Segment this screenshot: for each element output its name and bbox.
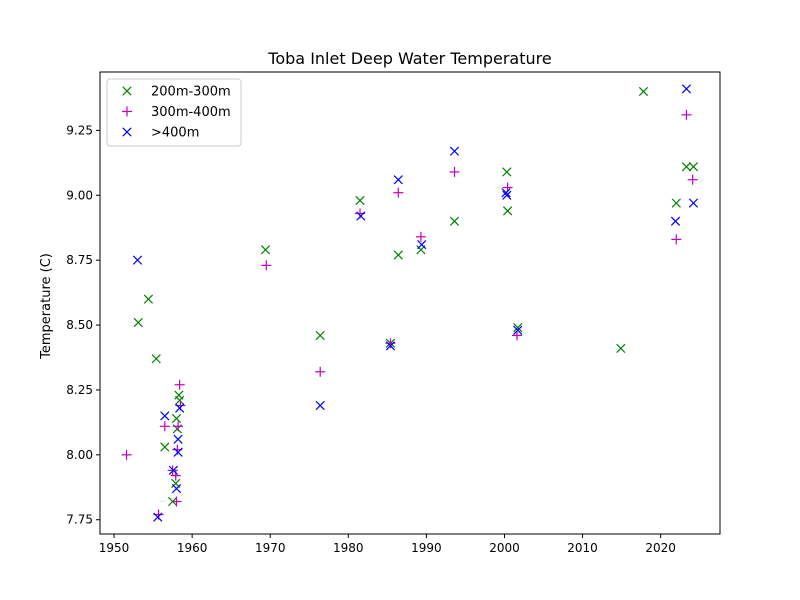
data-point (513, 323, 523, 333)
data-point (151, 354, 161, 364)
data-point (168, 465, 179, 476)
data-point (513, 325, 523, 335)
data-point (355, 195, 365, 206)
data-point (160, 442, 170, 452)
y-tick-label: 8.25 (66, 383, 93, 397)
data-point (356, 211, 366, 221)
data-point (415, 231, 426, 242)
data-point (174, 379, 185, 390)
y-tick-label: 8.00 (66, 448, 93, 462)
legend-marker (122, 86, 132, 96)
y-tick-label: 9.00 (66, 188, 93, 202)
legend-marker (122, 127, 132, 137)
data-point (638, 86, 649, 97)
axes-frame (99, 71, 721, 535)
x-tick-label: 1960 (177, 541, 208, 555)
data-point (393, 250, 403, 260)
y-axis-label: Temperature (C) (39, 253, 54, 360)
data-point (502, 190, 512, 200)
series-300m-400m (121, 109, 698, 520)
data-point (315, 366, 326, 377)
data-point (671, 198, 681, 208)
data-point (393, 187, 404, 198)
data-point (143, 294, 154, 304)
data-point (681, 109, 692, 120)
data-point (160, 411, 170, 421)
legend-label: 300m-400m (151, 105, 231, 120)
data-point (449, 146, 460, 156)
chart-title: Toba Inlet Deep Water Temperature (267, 49, 551, 68)
series-400m (132, 84, 699, 522)
x-tick-label: 2000 (489, 541, 520, 555)
data-point (688, 162, 699, 172)
data-point (171, 496, 182, 507)
legend: 200m-300m 300m-400m >400m (106, 78, 242, 147)
data-point (175, 395, 185, 405)
data-point (670, 216, 681, 226)
y-tick-label: 9.25 (66, 123, 93, 137)
legend-label: 200m-300m (151, 85, 231, 100)
data-point (261, 260, 272, 271)
data-point (501, 188, 511, 198)
data-point (688, 198, 699, 208)
data-point (449, 166, 460, 177)
y-tick-label: 7.75 (66, 513, 93, 527)
legend-marker (122, 106, 132, 117)
data-point (175, 403, 185, 413)
x-tick-label: 1990 (411, 541, 442, 555)
data-point (315, 330, 325, 341)
legend-box (106, 78, 242, 147)
data-point (171, 413, 182, 424)
plot-area (121, 84, 699, 522)
x-tick-label: 1970 (255, 541, 286, 555)
data-point (173, 434, 183, 444)
data-point (121, 449, 132, 460)
y-tick-label: 8.75 (66, 253, 93, 267)
x-tick-label: 2020 (645, 541, 676, 555)
data-point (173, 421, 184, 432)
axis-ticks: 1950 1960 1970 1980 1990 2000 2010 2020 7.75 8.00… (66, 123, 676, 555)
data-point (417, 239, 427, 250)
data-point (393, 175, 403, 185)
data-point (681, 162, 692, 172)
data-point (260, 245, 271, 255)
x-tick-label: 2010 (567, 541, 598, 555)
data-point (681, 84, 692, 94)
legend-label: >400m (151, 126, 199, 141)
data-point (449, 216, 460, 226)
data-point (385, 341, 396, 351)
data-point (616, 343, 626, 354)
data-point (315, 400, 325, 411)
data-point (132, 255, 143, 265)
data-point (159, 421, 170, 432)
data-point (153, 512, 163, 522)
data-point (171, 483, 182, 494)
data-point (502, 167, 512, 177)
data-point (671, 234, 682, 245)
data-point (511, 330, 522, 341)
data-point (173, 447, 183, 457)
x-tick-label: 1980 (333, 541, 364, 555)
data-point (687, 174, 698, 185)
y-tick-label: 8.50 (66, 318, 93, 332)
data-point (133, 317, 143, 328)
data-point (502, 206, 513, 216)
x-tick-label: 1950 (99, 541, 130, 555)
